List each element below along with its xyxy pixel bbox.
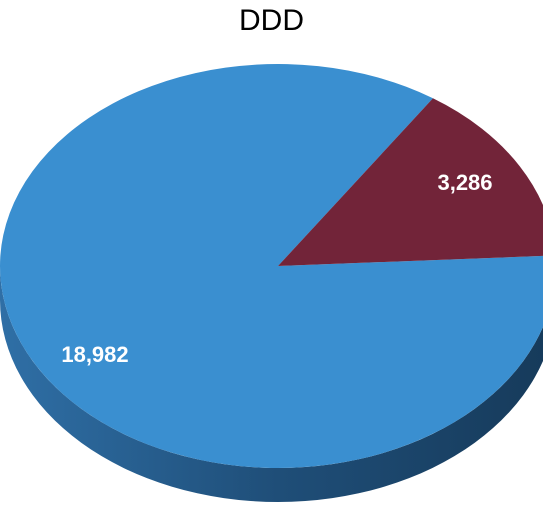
chart-title: DDD [239, 4, 304, 37]
pie-slice-1 [278, 98, 543, 266]
slice-data-label-1: 3,286 [437, 170, 492, 195]
pie-slice-0 [0, 64, 543, 468]
slice-data-label-0: 18,982 [61, 342, 128, 367]
pie-side-wall [0, 266, 543, 502]
